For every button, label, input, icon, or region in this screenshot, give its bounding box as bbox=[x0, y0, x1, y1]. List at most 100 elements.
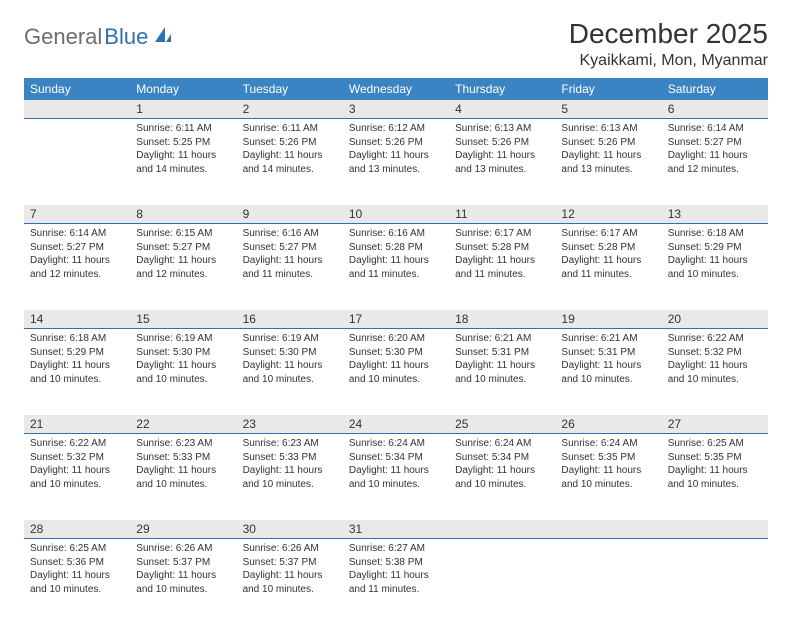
daylight-line-2: and 10 minutes. bbox=[349, 373, 443, 387]
day-number: 20 bbox=[662, 310, 768, 329]
daylight-line-2: and 11 minutes. bbox=[349, 268, 443, 282]
daylight-line-1: Daylight: 11 hours bbox=[561, 359, 655, 373]
day-number-cell: 26 bbox=[555, 415, 661, 434]
day-details: Sunrise: 6:18 AMSunset: 5:29 PMDaylight:… bbox=[662, 224, 768, 287]
month-title: December 2025 bbox=[569, 18, 768, 50]
day-details: Sunrise: 6:25 AMSunset: 5:35 PMDaylight:… bbox=[662, 434, 768, 497]
sunset-line: Sunset: 5:27 PM bbox=[30, 241, 124, 255]
daylight-line-2: and 10 minutes. bbox=[455, 373, 549, 387]
sunset-line: Sunset: 5:29 PM bbox=[668, 241, 762, 255]
day-body-cell: Sunrise: 6:15 AMSunset: 5:27 PMDaylight:… bbox=[130, 224, 236, 310]
day-number-cell: 9 bbox=[237, 205, 343, 224]
day-number: 7 bbox=[24, 205, 130, 224]
day-number: 21 bbox=[24, 415, 130, 434]
sunrise-line: Sunrise: 6:16 AM bbox=[349, 227, 443, 241]
day-body-cell: Sunrise: 6:24 AMSunset: 5:34 PMDaylight:… bbox=[343, 434, 449, 520]
sunset-line: Sunset: 5:27 PM bbox=[243, 241, 337, 255]
day-body-cell: Sunrise: 6:27 AMSunset: 5:38 PMDaylight:… bbox=[343, 539, 449, 625]
daylight-line-1: Daylight: 11 hours bbox=[561, 464, 655, 478]
daylight-line-1: Daylight: 11 hours bbox=[668, 254, 762, 268]
day-details: Sunrise: 6:13 AMSunset: 5:26 PMDaylight:… bbox=[449, 119, 555, 182]
daylight-line-2: and 12 minutes. bbox=[136, 268, 230, 282]
day-details: Sunrise: 6:12 AMSunset: 5:26 PMDaylight:… bbox=[343, 119, 449, 182]
daylight-line-1: Daylight: 11 hours bbox=[668, 464, 762, 478]
sunrise-line: Sunrise: 6:11 AM bbox=[243, 122, 337, 136]
sunset-line: Sunset: 5:28 PM bbox=[561, 241, 655, 255]
week-body-row: Sunrise: 6:18 AMSunset: 5:29 PMDaylight:… bbox=[24, 329, 768, 415]
day-details: Sunrise: 6:11 AMSunset: 5:26 PMDaylight:… bbox=[237, 119, 343, 182]
sunrise-line: Sunrise: 6:14 AM bbox=[668, 122, 762, 136]
day-body-cell: Sunrise: 6:17 AMSunset: 5:28 PMDaylight:… bbox=[555, 224, 661, 310]
day-body-cell: Sunrise: 6:19 AMSunset: 5:30 PMDaylight:… bbox=[130, 329, 236, 415]
day-details: Sunrise: 6:24 AMSunset: 5:34 PMDaylight:… bbox=[343, 434, 449, 497]
day-body-cell: Sunrise: 6:18 AMSunset: 5:29 PMDaylight:… bbox=[24, 329, 130, 415]
day-body-cell: Sunrise: 6:26 AMSunset: 5:37 PMDaylight:… bbox=[130, 539, 236, 625]
sunrise-line: Sunrise: 6:20 AM bbox=[349, 332, 443, 346]
day-number: 22 bbox=[130, 415, 236, 434]
day-number-cell: 10 bbox=[343, 205, 449, 224]
day-number: 25 bbox=[449, 415, 555, 434]
day-number-cell: 18 bbox=[449, 310, 555, 329]
sunset-line: Sunset: 5:33 PM bbox=[243, 451, 337, 465]
day-number: 12 bbox=[555, 205, 661, 224]
day-header: Wednesday bbox=[343, 78, 449, 100]
day-number-cell: 30 bbox=[237, 520, 343, 539]
day-number-cell: 17 bbox=[343, 310, 449, 329]
daylight-line-1: Daylight: 11 hours bbox=[136, 254, 230, 268]
daylight-line-2: and 10 minutes. bbox=[30, 478, 124, 492]
daylight-line-2: and 10 minutes. bbox=[668, 373, 762, 387]
day-header: Tuesday bbox=[237, 78, 343, 100]
day-body-cell: Sunrise: 6:19 AMSunset: 5:30 PMDaylight:… bbox=[237, 329, 343, 415]
day-body-cell: Sunrise: 6:24 AMSunset: 5:35 PMDaylight:… bbox=[555, 434, 661, 520]
sunset-line: Sunset: 5:26 PM bbox=[561, 136, 655, 150]
day-number: 27 bbox=[662, 415, 768, 434]
day-number: 8 bbox=[130, 205, 236, 224]
sunrise-line: Sunrise: 6:23 AM bbox=[136, 437, 230, 451]
day-details: Sunrise: 6:15 AMSunset: 5:27 PMDaylight:… bbox=[130, 224, 236, 287]
day-number-cell: 28 bbox=[24, 520, 130, 539]
logo: General Blue bbox=[24, 24, 173, 50]
daylight-line-2: and 10 minutes. bbox=[455, 478, 549, 492]
day-number: 10 bbox=[343, 205, 449, 224]
day-details: Sunrise: 6:19 AMSunset: 5:30 PMDaylight:… bbox=[130, 329, 236, 392]
day-body-cell: Sunrise: 6:16 AMSunset: 5:27 PMDaylight:… bbox=[237, 224, 343, 310]
day-body-cell: Sunrise: 6:12 AMSunset: 5:26 PMDaylight:… bbox=[343, 119, 449, 205]
sunset-line: Sunset: 5:30 PM bbox=[349, 346, 443, 360]
sunset-line: Sunset: 5:27 PM bbox=[136, 241, 230, 255]
day-body-cell: Sunrise: 6:17 AMSunset: 5:28 PMDaylight:… bbox=[449, 224, 555, 310]
logo-text-general: General bbox=[24, 24, 102, 50]
sunrise-line: Sunrise: 6:19 AM bbox=[243, 332, 337, 346]
sunrise-line: Sunrise: 6:11 AM bbox=[136, 122, 230, 136]
day-details: Sunrise: 6:25 AMSunset: 5:36 PMDaylight:… bbox=[24, 539, 130, 602]
daylight-line-1: Daylight: 11 hours bbox=[30, 254, 124, 268]
day-body-cell: Sunrise: 6:22 AMSunset: 5:32 PMDaylight:… bbox=[662, 329, 768, 415]
daylight-line-1: Daylight: 11 hours bbox=[30, 464, 124, 478]
day-details: Sunrise: 6:22 AMSunset: 5:32 PMDaylight:… bbox=[24, 434, 130, 497]
title-block: December 2025 Kyaikkami, Mon, Myanmar bbox=[569, 18, 768, 70]
sunset-line: Sunset: 5:31 PM bbox=[455, 346, 549, 360]
day-body-cell: Sunrise: 6:23 AMSunset: 5:33 PMDaylight:… bbox=[130, 434, 236, 520]
day-number-cell: 4 bbox=[449, 100, 555, 119]
day-details: Sunrise: 6:24 AMSunset: 5:35 PMDaylight:… bbox=[555, 434, 661, 497]
day-body-cell: Sunrise: 6:21 AMSunset: 5:31 PMDaylight:… bbox=[555, 329, 661, 415]
daylight-line-2: and 11 minutes. bbox=[455, 268, 549, 282]
day-number-cell: 29 bbox=[130, 520, 236, 539]
day-body-cell bbox=[24, 119, 130, 205]
day-number-cell bbox=[555, 520, 661, 539]
day-number-cell: 7 bbox=[24, 205, 130, 224]
day-details: Sunrise: 6:14 AMSunset: 5:27 PMDaylight:… bbox=[662, 119, 768, 182]
logo-text-blue: Blue bbox=[104, 24, 148, 50]
day-number: 26 bbox=[555, 415, 661, 434]
sunset-line: Sunset: 5:35 PM bbox=[668, 451, 762, 465]
day-number-cell: 1 bbox=[130, 100, 236, 119]
day-number-cell: 8 bbox=[130, 205, 236, 224]
day-body-cell: Sunrise: 6:18 AMSunset: 5:29 PMDaylight:… bbox=[662, 224, 768, 310]
day-number: 17 bbox=[343, 310, 449, 329]
day-details bbox=[662, 539, 768, 548]
day-number: 6 bbox=[662, 100, 768, 119]
day-details: Sunrise: 6:23 AMSunset: 5:33 PMDaylight:… bbox=[130, 434, 236, 497]
day-header: Monday bbox=[130, 78, 236, 100]
day-body-cell: Sunrise: 6:11 AMSunset: 5:25 PMDaylight:… bbox=[130, 119, 236, 205]
daylight-line-1: Daylight: 11 hours bbox=[243, 464, 337, 478]
day-number: 30 bbox=[237, 520, 343, 539]
